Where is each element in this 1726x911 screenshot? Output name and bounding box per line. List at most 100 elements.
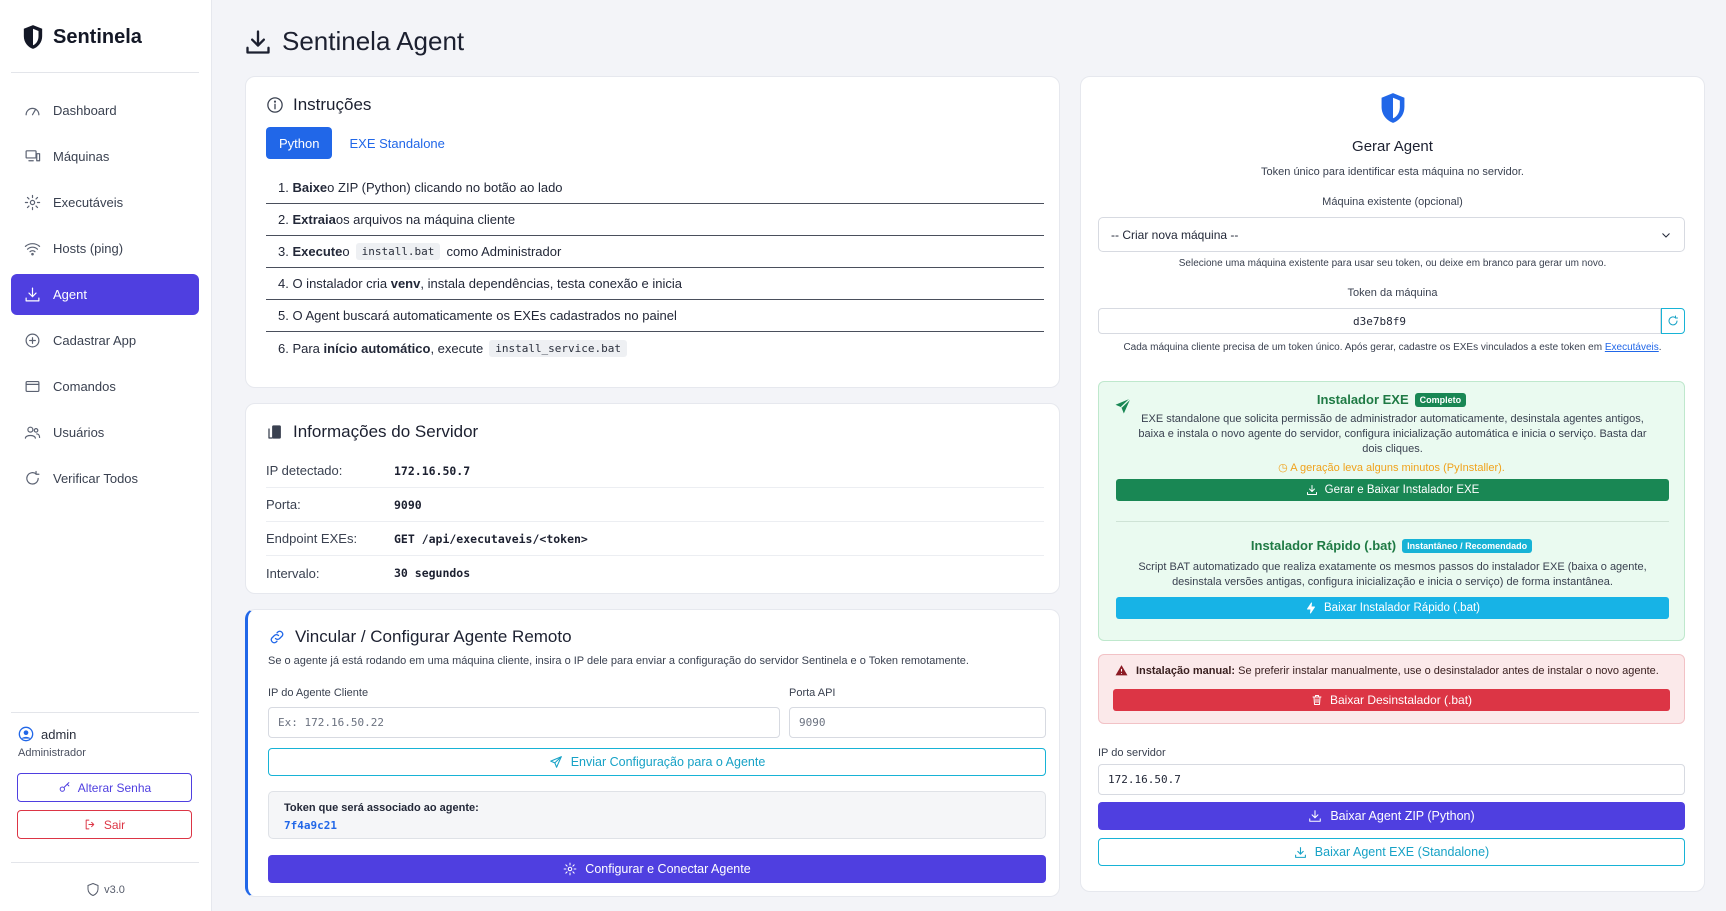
download-bat-button[interactable]: Baixar Instalador Rápido (.bat) <box>1116 597 1669 619</box>
generate-agent-card: Gerar Agent Token único para identificar… <box>1080 76 1705 892</box>
info-value: 9090 <box>394 497 422 512</box>
sidebar-item-hosts[interactable]: Hosts (ping) <box>11 228 199 269</box>
rocket-icon <box>1115 398 1131 414</box>
sidebar-item-label: Comandos <box>53 379 116 394</box>
machine-label: Máquina existente (opcional) <box>1322 196 1463 208</box>
download-uninstaller-button[interactable]: Baixar Desinstalador (.bat) <box>1113 689 1670 711</box>
step-number: 6. <box>278 340 289 356</box>
table-row: Intervalo: 30 segundos <box>266 556 1044 590</box>
sidebar-item-label: Hosts (ping) <box>53 241 124 256</box>
shield-icon <box>87 883 99 896</box>
info-value: 30 segundos <box>394 566 471 580</box>
sidebar-item-usuarios[interactable]: Usuários <box>11 412 199 453</box>
logout-label: Sair <box>103 817 126 832</box>
tab-exe-standalone[interactable]: EXE Standalone <box>349 135 445 151</box>
server-icon <box>268 425 281 439</box>
remote-title: Vincular / Configurar Agente Remoto <box>268 627 572 647</box>
step-text: O Agent buscará automaticamente os EXEs … <box>288 308 677 323</box>
table-row: Endpoint EXEs: GET /api/executaveis/<tok… <box>266 522 1044 556</box>
sidebar-item-cadastrar-app[interactable]: Cadastrar App <box>11 320 199 361</box>
step-number: 3. <box>278 244 289 259</box>
download-exe-label: Baixar Agent EXE (Standalone) <box>1314 845 1490 859</box>
sidebar-item-label: Cadastrar App <box>53 333 137 348</box>
step-text: , instala dependências, testa conexão e … <box>420 276 682 291</box>
version-text: v3.0 <box>104 883 125 896</box>
send-config-label: Enviar Configuração para o Agente <box>570 755 766 769</box>
token-input[interactable]: d3e7b8f9 <box>1098 308 1661 334</box>
sidebar-item-verificar-todos[interactable]: Verificar Todos <box>11 458 199 499</box>
sidebar-item-label: Verificar Todos <box>53 471 139 486</box>
generate-exe-label: Gerar e Baixar Instalador EXE <box>1324 484 1480 496</box>
exe-installer-warning-text: A geração leva alguns minutos (PyInstall… <box>1290 462 1505 474</box>
configure-connect-label: Configurar e Conectar Agente <box>585 862 751 876</box>
step-bold: venv <box>390 276 421 291</box>
regenerate-token-button[interactable] <box>1661 308 1685 334</box>
server-info-title: Informações do Servidor <box>266 422 478 442</box>
divider <box>11 862 199 863</box>
machine-select[interactable]: -- Criar nova máquina -- <box>1098 217 1685 252</box>
list-item: 5. O Agent buscará automaticamente os EX… <box>266 300 1044 332</box>
divider <box>1116 521 1669 522</box>
list-item: 4. O instalador cria venv, instala depen… <box>266 268 1044 300</box>
download-icon <box>1309 810 1322 822</box>
brand-name: Sentinela <box>53 25 142 48</box>
refresh-icon <box>1668 315 1678 326</box>
executaveis-link[interactable]: Executáveis <box>1604 342 1659 353</box>
change-password-button[interactable]: Alterar Senha <box>17 773 192 802</box>
info-value: 172.16.50.7 <box>394 463 471 478</box>
token-preview-value: 7f4a9c21 <box>284 819 337 832</box>
server-ip-label: IP do servidor <box>1098 747 1166 759</box>
page-title: Sentinela Agent <box>244 26 464 57</box>
generate-subtitle: Token único para identificar esta máquin… <box>1261 166 1524 178</box>
generate-exe-button[interactable]: Gerar e Baixar Instalador EXE <box>1116 479 1669 501</box>
list-item: 3. Execute o install.bat como Administrado… <box>266 236 1044 268</box>
server-info-card: Informações do Servidor IP detectado: 17… <box>245 403 1060 594</box>
info-icon <box>267 97 283 113</box>
machine-select-value: -- Criar nova máquina -- <box>1111 227 1239 242</box>
divider <box>11 712 199 713</box>
user-role: Administrador <box>18 747 86 759</box>
users-icon <box>24 426 41 439</box>
steps-list: 1. Baixe o ZIP (Python) clicando no botã… <box>266 172 1044 364</box>
server-ip-input[interactable]: 172.16.50.7 <box>1098 764 1685 795</box>
info-label: Intervalo: <box>266 565 320 581</box>
remote-title-text: Vincular / Configurar Agente Remoto <box>295 627 572 646</box>
status-badge: Instantâneo / Recomendado <box>1402 538 1533 553</box>
change-password-label: Alterar Senha <box>77 780 152 795</box>
machine-help: Selecione uma máquina existente para usa… <box>1178 258 1607 269</box>
status-badge: Completo <box>1414 392 1467 407</box>
exe-installer-description: EXE standalone que solicita permissão de… <box>1138 413 1647 455</box>
dashboard-icon <box>25 107 40 116</box>
token-help: Cada máquina cliente precisa de um token… <box>1123 342 1662 353</box>
step-bold: Baixe <box>292 180 328 195</box>
sidebar-item-executaveis[interactable]: Executáveis <box>11 182 199 223</box>
logout-button[interactable]: Sair <box>17 810 192 839</box>
step-text: , execute <box>430 340 484 356</box>
send-config-button[interactable]: Enviar Configuração para o Agente <box>268 748 1046 776</box>
generate-title: Gerar Agent <box>1352 138 1433 155</box>
code-chip: install_service.bat <box>489 339 628 357</box>
download-exe-button[interactable]: Baixar Agent EXE (Standalone) <box>1098 838 1685 866</box>
tab-python[interactable]: Python <box>266 127 333 159</box>
agent-ip-input[interactable]: Ex: 172.16.50.22 <box>268 707 780 738</box>
download-zip-button[interactable]: Baixar Agent ZIP (Python) <box>1098 802 1685 830</box>
link-icon <box>270 630 284 644</box>
installers-panel: Instalador EXE Completo EXE standalone q… <box>1098 381 1685 641</box>
sidebar-item-maquinas[interactable]: Máquinas <box>11 136 199 177</box>
sidebar-nav: Dashboard Máquinas Executáveis Hosts (pi… <box>11 90 199 504</box>
download-bat-label: Baixar Instalador Rápido (.bat) <box>1324 602 1480 614</box>
sidebar-item-label: Agent <box>53 287 87 302</box>
sidebar-item-label: Máquinas <box>53 149 110 164</box>
sidebar-item-agent[interactable]: Agent <box>11 274 199 315</box>
brand-logo[interactable]: Sentinela <box>22 24 142 50</box>
configure-connect-button[interactable]: Configurar e Conectar Agente <box>268 855 1046 883</box>
sidebar-item-dashboard[interactable]: Dashboard <box>11 90 199 131</box>
shield-icon <box>23 25 43 49</box>
warning-icon <box>1115 665 1128 676</box>
exe-installer-title-text: Instalador EXE <box>1316 392 1409 407</box>
sidebar-item-comandos[interactable]: Comandos <box>11 366 199 407</box>
wifi-icon <box>24 243 41 256</box>
terminal-icon <box>25 380 40 393</box>
sidebar-item-label: Usuários <box>53 425 105 440</box>
port-input[interactable]: 9090 <box>789 707 1046 738</box>
